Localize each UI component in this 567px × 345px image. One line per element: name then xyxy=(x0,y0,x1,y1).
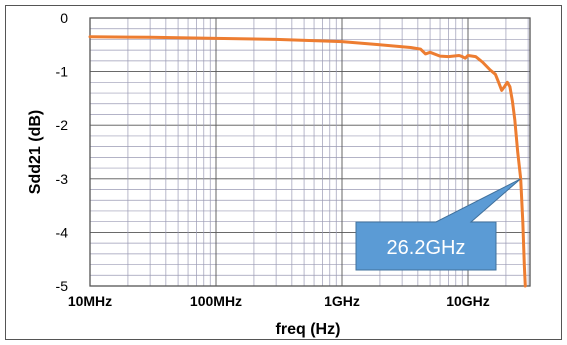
y-axis-title: Sdd21 (dB) xyxy=(27,110,44,194)
y-tick-label: -5 xyxy=(56,278,69,294)
x-tick-label: 10MHz xyxy=(68,293,112,309)
x-tick-label: 1GHz xyxy=(324,293,360,309)
chart-frame xyxy=(5,5,562,340)
x-axis-title: freq (Hz) xyxy=(276,321,341,338)
y-tick-label: -3 xyxy=(56,171,69,187)
x-axis-ticks: 10MHz 100MHz 1GHz 10GHz xyxy=(68,293,490,309)
callout: 26.2GHz xyxy=(355,178,522,271)
y-tick-label: 0 xyxy=(60,10,68,26)
y-tick-label: -2 xyxy=(56,117,69,133)
sdd21-series-line xyxy=(88,35,527,288)
x-tick-label: 10GHz xyxy=(446,293,490,309)
y-tick-label: -4 xyxy=(56,224,69,240)
callout-label: 26.2GHz xyxy=(387,237,466,259)
plot-area xyxy=(89,17,531,287)
y-axis-ticks: 0 -1 -2 -3 -4 -5 xyxy=(56,10,69,294)
callout-box xyxy=(355,178,522,271)
y-tick-label: -1 xyxy=(56,64,69,80)
x-tick-label: 100MHz xyxy=(190,293,242,309)
